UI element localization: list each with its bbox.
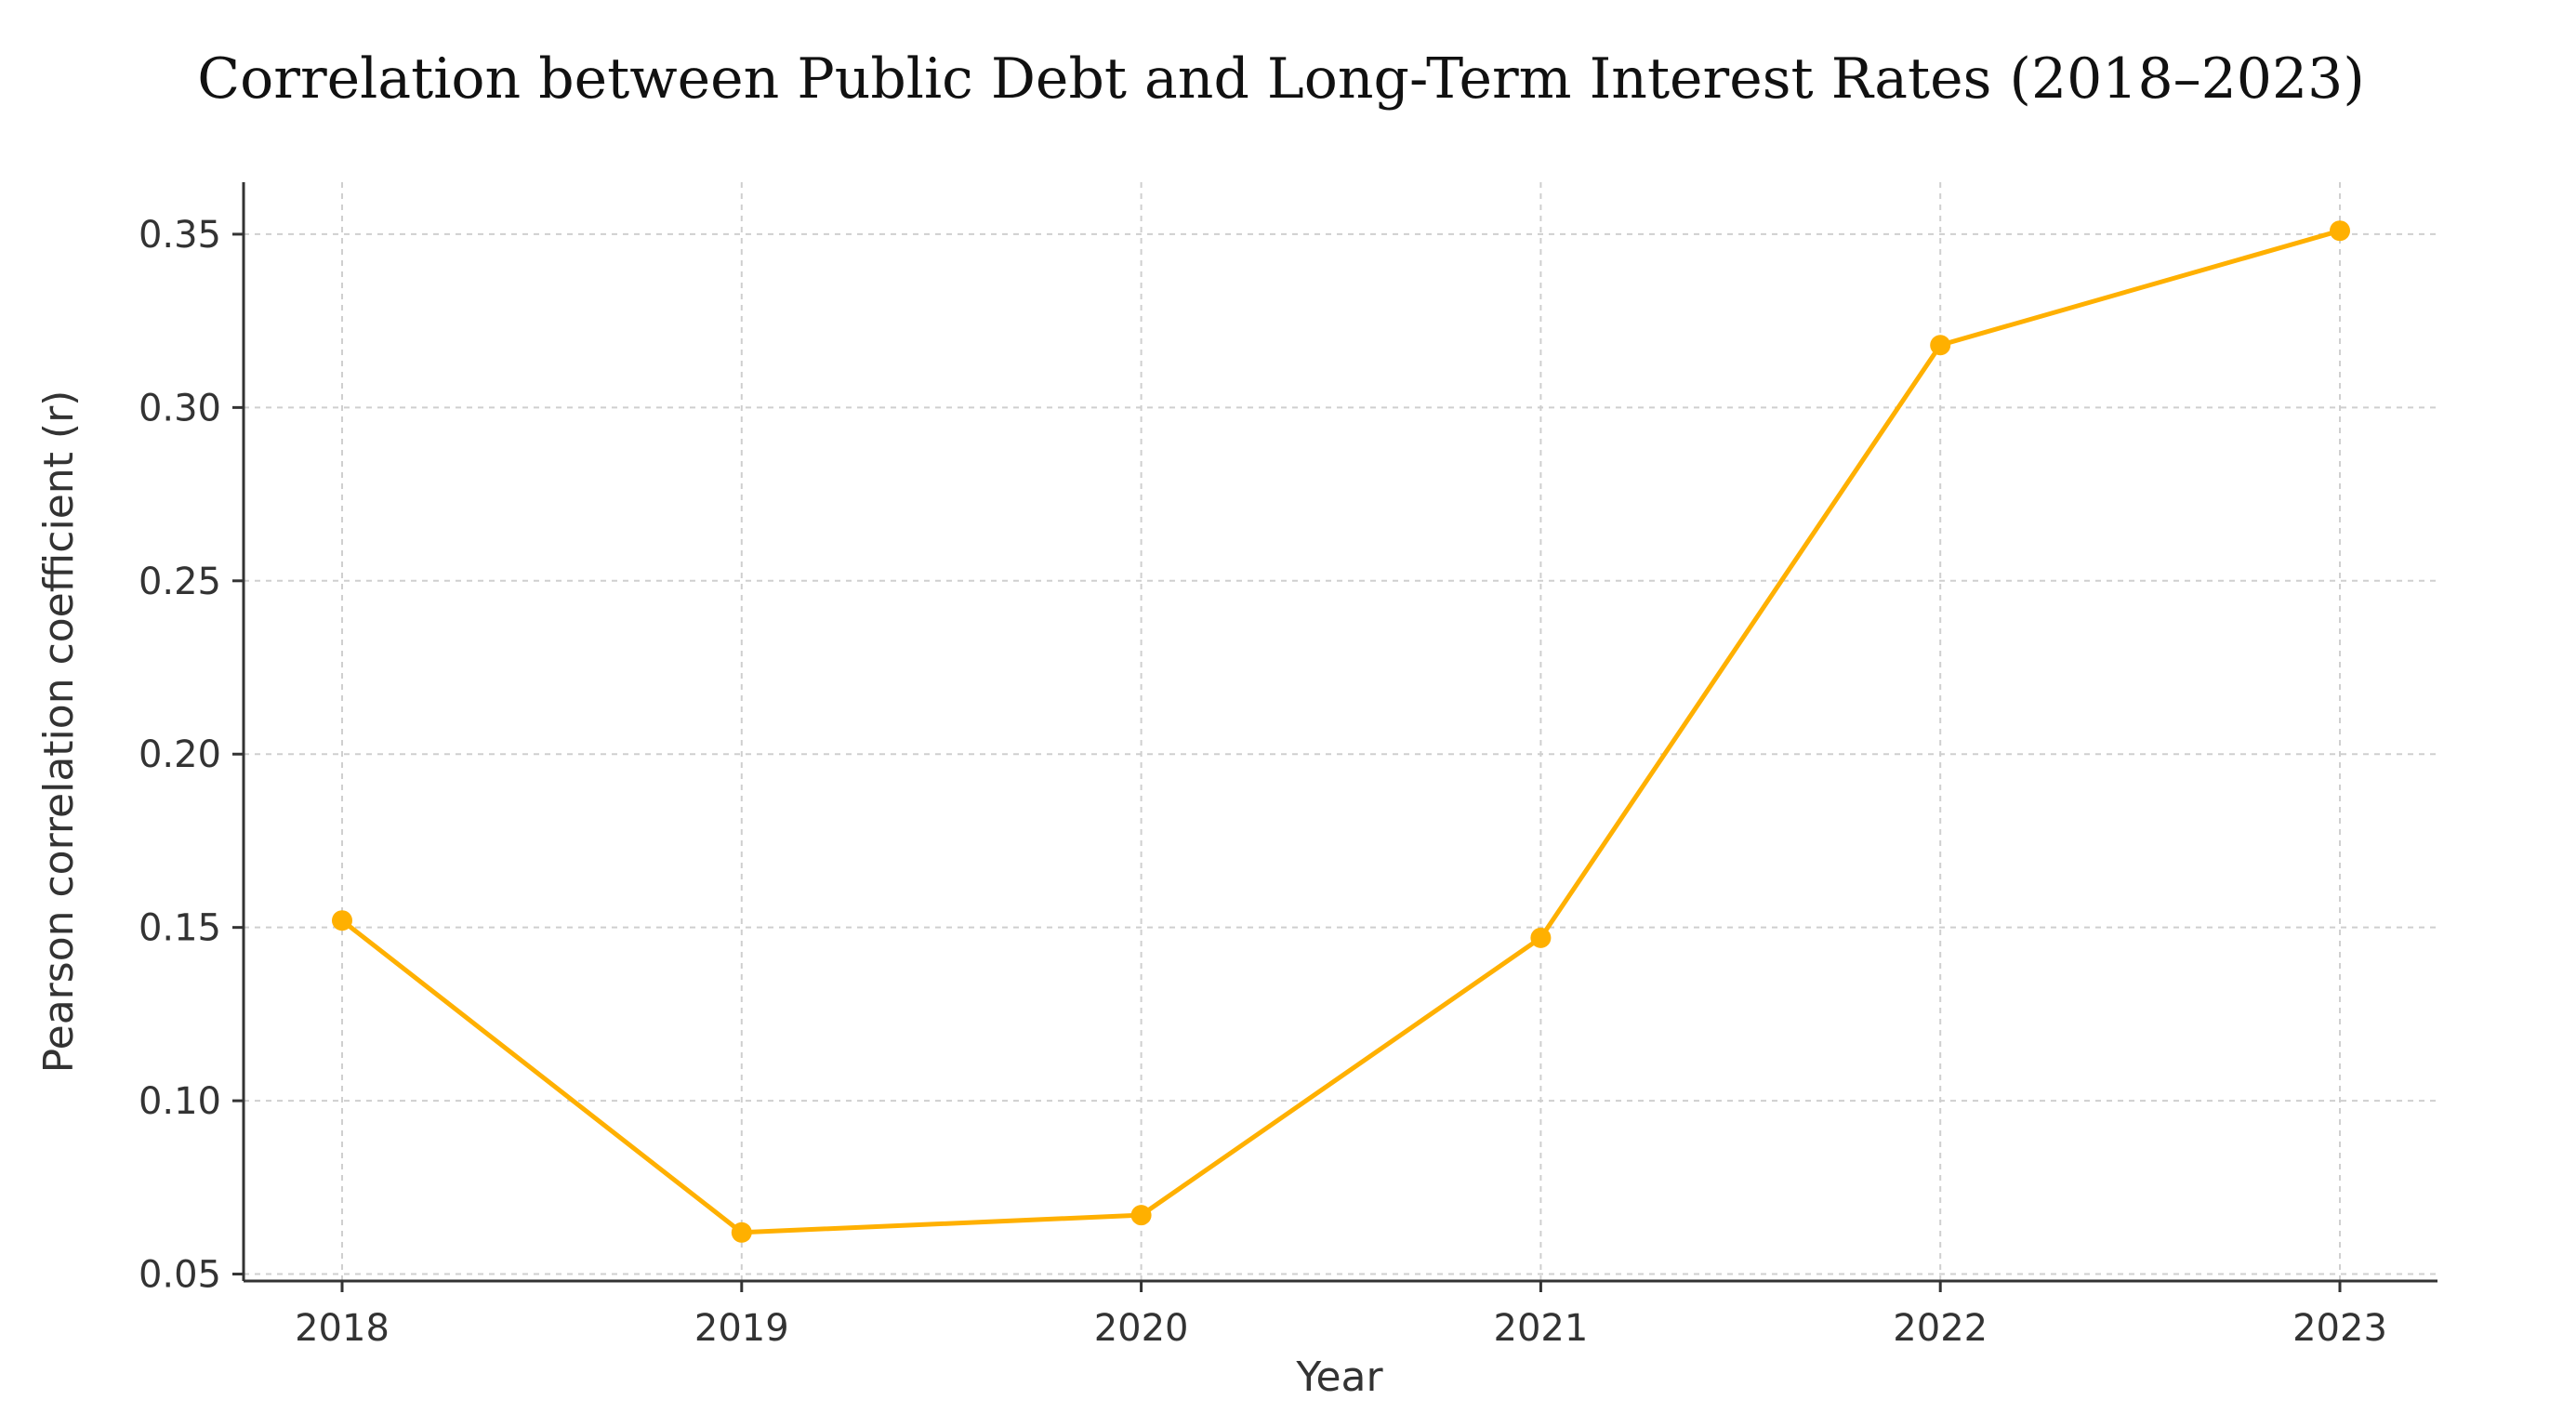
x-tick-label: 2022	[1893, 1307, 1988, 1350]
y-tick-label: 0.30	[139, 387, 221, 429]
data-point	[2330, 220, 2350, 242]
data-point	[731, 1222, 752, 1243]
y-tick-label: 0.10	[139, 1080, 221, 1123]
x-tick-label: 2020	[1094, 1307, 1189, 1350]
series-line	[339, 228, 2343, 1235]
grid-layer	[244, 182, 2437, 1281]
x-axis-label: Year	[1295, 1354, 1383, 1401]
y-tick-label: 0.05	[139, 1254, 221, 1297]
data-point	[1530, 927, 1552, 948]
chart-title: Correlation between Public Debt and Long…	[197, 46, 2365, 112]
y-axis-label: Pearson correlation coefficient (r)	[35, 390, 83, 1074]
y-tick-label: 0.15	[139, 907, 221, 950]
y-tick-label: 0.20	[139, 733, 221, 776]
data-point	[1130, 1205, 1152, 1226]
data-point	[1930, 335, 1951, 356]
series-layer	[332, 220, 2350, 1243]
x-tick-label: 2021	[1494, 1307, 1589, 1350]
axes-layer: 2018 2019 2020 2021 2022 2023 0.05 0.10 0.15 0.20…	[139, 182, 2437, 1350]
x-tick-label: 2018	[295, 1307, 390, 1350]
y-tick-label: 0.35	[139, 214, 221, 257]
data-point	[332, 910, 352, 931]
x-tick-label: 2019	[694, 1307, 789, 1350]
y-tick-label: 0.25	[139, 561, 221, 603]
x-tick-label: 2023	[2292, 1307, 2387, 1350]
